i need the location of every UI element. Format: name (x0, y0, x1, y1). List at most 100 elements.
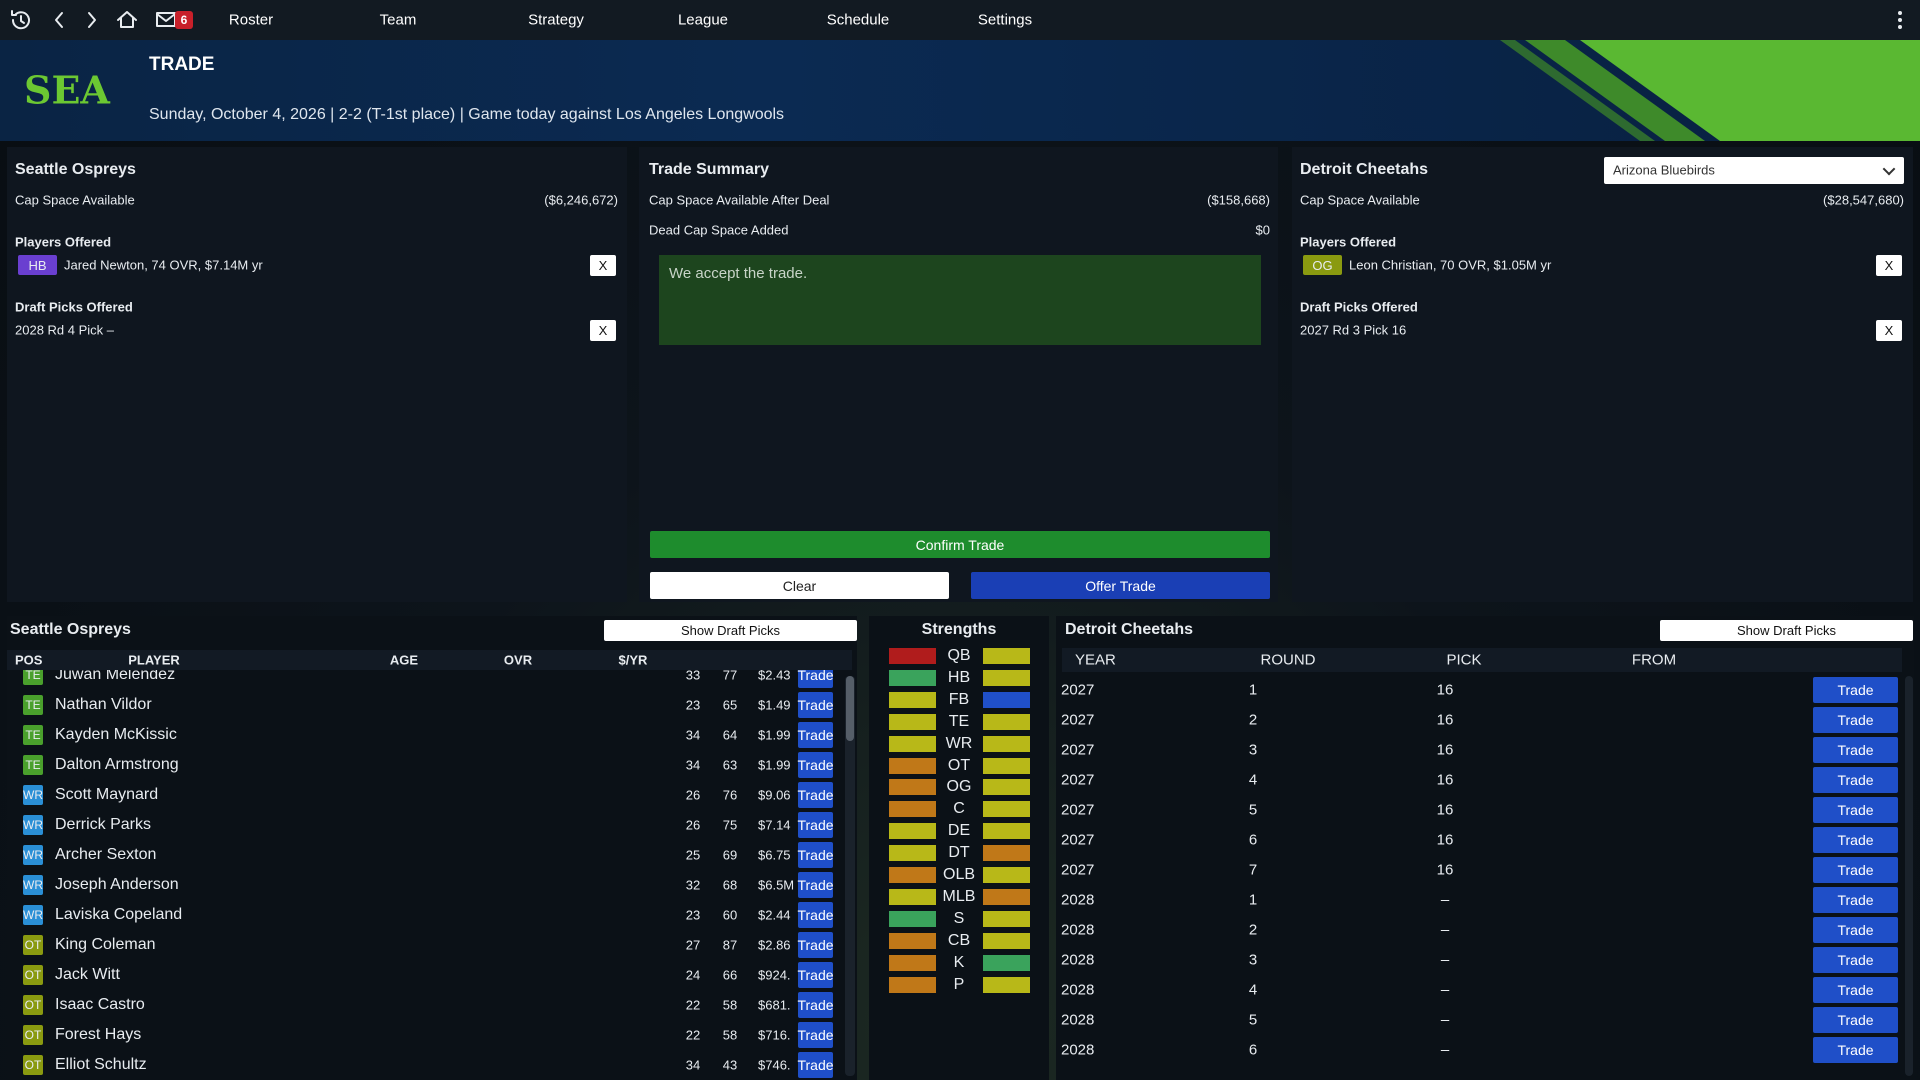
team-name: Seattle Ospreys (15, 161, 136, 178)
player-age: 26 (685, 787, 701, 803)
clear-button[interactable]: Clear (650, 572, 949, 599)
player-offered: Leon Christian, 70 OVR, $1.05M yr (1349, 257, 1552, 273)
player-age: 33 (685, 670, 701, 683)
home-icon[interactable] (117, 11, 137, 28)
pick-offered: 2027 Rd 3 Pick 16 (1300, 322, 1407, 338)
trade-button[interactable]: Trade (1813, 1007, 1898, 1033)
trade-button[interactable]: Trade (797, 692, 834, 718)
remove-button[interactable]: X (1876, 320, 1902, 341)
trade-button[interactable]: Trade (1813, 887, 1898, 913)
team-panel (7, 147, 627, 602)
strength-left (889, 910, 936, 927)
confirm-button[interactable]: Confirm Trade (650, 531, 1270, 558)
nav-item[interactable]: Strategy (528, 11, 584, 29)
nav-item[interactable]: Schedule (826, 11, 890, 29)
player-name: King Coleman (55, 936, 156, 953)
trade-button[interactable]: Trade (797, 1052, 834, 1078)
team-select[interactable]: Arizona Bluebirds (1604, 157, 1904, 184)
trade-button[interactable]: Trade (797, 752, 834, 778)
nav-item[interactable]: Roster (228, 11, 274, 29)
column-header: PLAYER (128, 652, 180, 668)
pick-number: – (1440, 981, 1450, 999)
remove-button[interactable]: X (590, 255, 616, 276)
strength-position: TE (948, 712, 970, 730)
cap-value: ($28,547,680) (1823, 192, 1904, 208)
trade-button[interactable]: Trade (1813, 677, 1898, 703)
trade-button[interactable]: Trade (797, 782, 834, 808)
strengths-title: Strengths (921, 621, 997, 638)
player-ovr: 65 (722, 697, 738, 713)
strength-position: OG (946, 778, 972, 796)
player-salary: $2.43 (758, 670, 791, 683)
show-picks-button[interactable]: Show Draft Picks (604, 620, 857, 641)
pick-number: 16 (1436, 831, 1454, 849)
strength-left (889, 976, 936, 993)
trade-button[interactable]: Trade (797, 992, 834, 1018)
trade-button[interactable]: Trade (1813, 767, 1898, 793)
back-icon[interactable] (55, 12, 63, 28)
pick-number: 16 (1436, 861, 1454, 879)
strength-left (889, 735, 936, 752)
trade-button[interactable]: Trade (797, 1022, 834, 1048)
trade-button[interactable]: Trade (797, 722, 834, 748)
trade-button[interactable]: Trade (1813, 827, 1898, 853)
trade-button[interactable]: Trade (797, 842, 834, 868)
player-salary: $6.5M (758, 877, 795, 893)
trade-button[interactable]: Trade (1813, 857, 1898, 883)
position-badge: OT (23, 1055, 43, 1075)
player-name: Jack Witt (55, 966, 120, 983)
position-badge: HB (18, 255, 57, 275)
strength-left (889, 648, 936, 664)
history-icon[interactable] (11, 10, 30, 30)
show-picks-button[interactable]: Show Draft Picks (1660, 620, 1913, 641)
player-salary: $1.49 (758, 697, 791, 713)
pick-year: 2028 (1061, 981, 1095, 999)
trade-button[interactable]: Trade (797, 902, 834, 928)
strength-left (889, 669, 936, 686)
strength-right (983, 910, 1030, 927)
nav-item[interactable]: Settings (977, 11, 1033, 29)
column-header: PICK (1446, 651, 1482, 669)
scrollbar (845, 676, 855, 1076)
nav-item[interactable]: League (677, 11, 729, 29)
remove-button[interactable]: X (590, 320, 616, 341)
player-salary: $6.75 (758, 847, 791, 863)
trade-button[interactable]: Trade (1813, 707, 1898, 733)
mail-icon[interactable] (156, 12, 176, 27)
player-name: Laviska Copeland (55, 906, 183, 923)
top-bar (0, 0, 1920, 40)
trade-button[interactable]: Trade (797, 962, 834, 988)
player-salary: $1.99 (758, 727, 791, 743)
trade-button[interactable]: Trade (1813, 1037, 1898, 1063)
trade-button[interactable]: Trade (1813, 947, 1898, 973)
section-label: Players Offered (1300, 234, 1397, 250)
trade-button[interactable]: Trade (1813, 737, 1898, 763)
player-ovr: 69 (722, 847, 738, 863)
pick-round: 5 (1248, 1011, 1258, 1029)
trade-button[interactable]: Trade (1813, 797, 1898, 823)
remove-button[interactable]: X (1876, 255, 1902, 276)
trade-button[interactable]: Trade (797, 812, 834, 838)
strength-position: DT (948, 844, 970, 862)
player-salary: $1.99 (758, 757, 791, 773)
header-stripes (1500, 40, 1920, 141)
offer-button[interactable]: Offer Trade (971, 572, 1270, 599)
trade-button[interactable]: Trade (797, 872, 834, 898)
trade-button[interactable]: Trade (797, 670, 834, 688)
trade-button[interactable]: Trade (797, 932, 834, 958)
trade-button[interactable]: Trade (1813, 917, 1898, 943)
section-label: Draft Picks Offered (15, 299, 133, 315)
pick-round: 4 (1248, 981, 1258, 999)
nav-item[interactable]: Team (379, 11, 417, 29)
summary-value: ($158,668) (1207, 192, 1270, 208)
trade-button[interactable]: Trade (1813, 977, 1898, 1003)
player-name: Elliot Schultz (55, 1056, 147, 1073)
player-ovr: 58 (722, 997, 738, 1013)
menu-icon[interactable] (1890, 8, 1910, 34)
player-salary: $9.06 (758, 787, 791, 803)
pick-number: 16 (1436, 741, 1454, 759)
summary-label: Dead Cap Space Added (649, 222, 789, 238)
pick-year: 2027 (1061, 711, 1095, 729)
strength-right (983, 867, 1030, 883)
forward-icon[interactable] (88, 12, 96, 28)
